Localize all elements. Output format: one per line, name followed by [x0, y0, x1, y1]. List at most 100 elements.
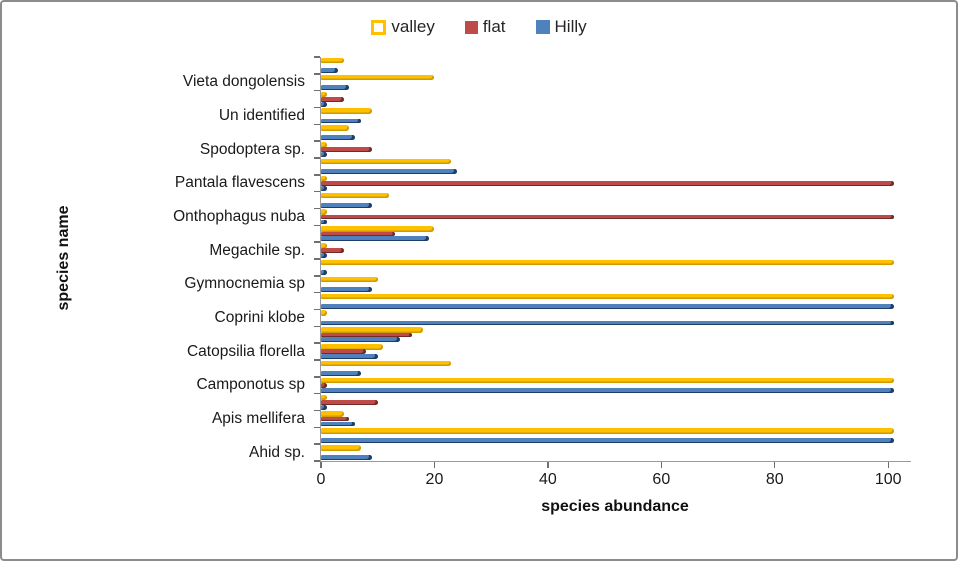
bar-hilly-group12	[321, 253, 327, 259]
y-axis-tick	[314, 89, 320, 92]
flat-swatch-icon	[464, 20, 478, 34]
bar-hilly-group19	[321, 371, 361, 376]
bar-flat-group17	[321, 332, 412, 338]
x-axis-tick-label: 100	[874, 471, 902, 488]
y-axis-tick	[314, 106, 320, 109]
category-label: Gymnocnemia sp	[184, 275, 305, 293]
bar-valley-group2	[321, 74, 435, 81]
bar-hilly-group2	[321, 84, 350, 90]
y-axis-tick	[314, 56, 320, 58]
x-axis-tick	[887, 462, 889, 468]
x-axis-tick-label: 0	[316, 471, 326, 488]
y-axis-tick	[314, 275, 320, 277]
bar-hilly-group4	[321, 118, 361, 124]
bar-flat-group8	[321, 181, 894, 186]
y-axis-tick	[314, 443, 320, 445]
y-axis-tick	[314, 325, 320, 328]
category-label: Un identified	[218, 106, 305, 124]
category-axis-labels: Vieta dongolensis Un identified Spodoptera…	[2, 57, 313, 461]
y-axis-tick	[314, 73, 320, 75]
bar-valley-group23	[321, 428, 894, 434]
category-label: Apis mellifera	[211, 409, 305, 427]
y-axis-tick	[314, 190, 320, 193]
x-axis-tick-label: 20	[425, 471, 444, 488]
bar-hilly-group18	[321, 354, 378, 360]
bar-flat-group6	[321, 147, 373, 153]
y-axis-tick	[314, 460, 320, 462]
plot-area: 0 20 40 60 80 100	[314, 56, 911, 488]
bar-hilly-group22	[321, 421, 356, 427]
y-axis-tick	[314, 376, 320, 378]
y-axis-tick	[314, 123, 320, 126]
bar-valley-group17	[321, 327, 424, 333]
bar-valley-group21	[321, 394, 327, 401]
category-label: Coprini klobe	[214, 308, 305, 326]
bar-valley-group10	[321, 209, 327, 215]
x-axis-tick	[774, 462, 776, 468]
bar-hilly-group16	[321, 320, 894, 326]
bar-valley-group1	[321, 57, 344, 64]
y-axis-tick	[314, 207, 320, 210]
bar-flat-group11	[321, 231, 395, 237]
hilly-swatch-icon	[535, 20, 550, 34]
bar-valley-group12	[321, 243, 327, 249]
legend-label-flat: flat	[482, 17, 506, 36]
y-axis-tick	[314, 174, 320, 176]
valley-swatch-icon	[371, 19, 387, 35]
category-label: Onthophagus nuba	[173, 207, 305, 225]
legend-item-hilly: Hilly	[535, 17, 587, 37]
bar-flat-group20	[321, 383, 327, 388]
bar-hilly-group17	[321, 337, 401, 343]
bar-valley-group18	[321, 344, 384, 350]
legend-label-valley: valley	[391, 17, 435, 36]
bar-hilly-group5	[321, 135, 356, 141]
legend-item-flat: flat	[464, 17, 506, 37]
bar-hilly-group8	[321, 185, 327, 191]
y-axis-tick	[314, 224, 320, 227]
x-axis-tick	[660, 462, 662, 468]
bar-flat-group10	[321, 214, 894, 220]
y-axis-tick	[314, 140, 320, 142]
bar-valley-group7	[321, 158, 452, 165]
category-label: Pantala flavescens	[174, 174, 305, 192]
bar-valley-group5	[321, 125, 350, 131]
y-axis-tick	[314, 359, 320, 361]
category-label: Spodoptera sp.	[199, 140, 305, 158]
y-axis-tick	[314, 392, 320, 395]
bar-valley-group22	[321, 411, 344, 417]
bar-flat-group21	[321, 399, 378, 405]
x-axis-tick-label: 40	[538, 471, 557, 488]
bar-valley-group9	[321, 192, 390, 199]
bar-valley-group19	[321, 360, 452, 367]
bar-valley-group20	[321, 377, 894, 384]
y-axis-tick	[314, 241, 320, 243]
category-label: Vieta dongolensis	[182, 73, 305, 91]
category-label: Catopsilia florella	[186, 342, 305, 360]
x-axis-tick-label: 80	[765, 471, 784, 488]
bar-valley-group3	[321, 91, 327, 98]
bar-hilly-group14	[321, 286, 373, 292]
bar-valley-group24	[321, 445, 361, 451]
x-axis-tick	[547, 462, 549, 468]
x-axis-tick	[320, 462, 322, 468]
bar-valley-group15	[321, 293, 894, 300]
bar-hilly-group13	[321, 270, 327, 275]
x-axis-tick-label: 60	[652, 471, 671, 488]
bar-hilly-group1	[321, 68, 339, 73]
bar-valley-group8	[321, 175, 327, 182]
bar-hilly-group3	[321, 101, 327, 107]
bar-flat-group3	[321, 96, 344, 102]
bar-hilly-group24	[321, 455, 373, 461]
bar-hilly-group10	[321, 219, 327, 225]
bar-valley-group4	[321, 108, 373, 114]
category-label: Camponotus sp	[196, 376, 305, 394]
bar-flat-group22	[321, 416, 350, 422]
bar-hilly-group23	[321, 438, 894, 444]
legend-item-valley: valley	[371, 17, 435, 37]
x-axis-tick	[433, 462, 436, 468]
bar-valley-group11	[321, 226, 435, 232]
bar-valley-group13	[321, 259, 894, 266]
category-label: Megachile sp.	[209, 241, 305, 259]
bar-flat-group18	[321, 349, 367, 355]
bar-hilly-group20	[321, 387, 894, 393]
